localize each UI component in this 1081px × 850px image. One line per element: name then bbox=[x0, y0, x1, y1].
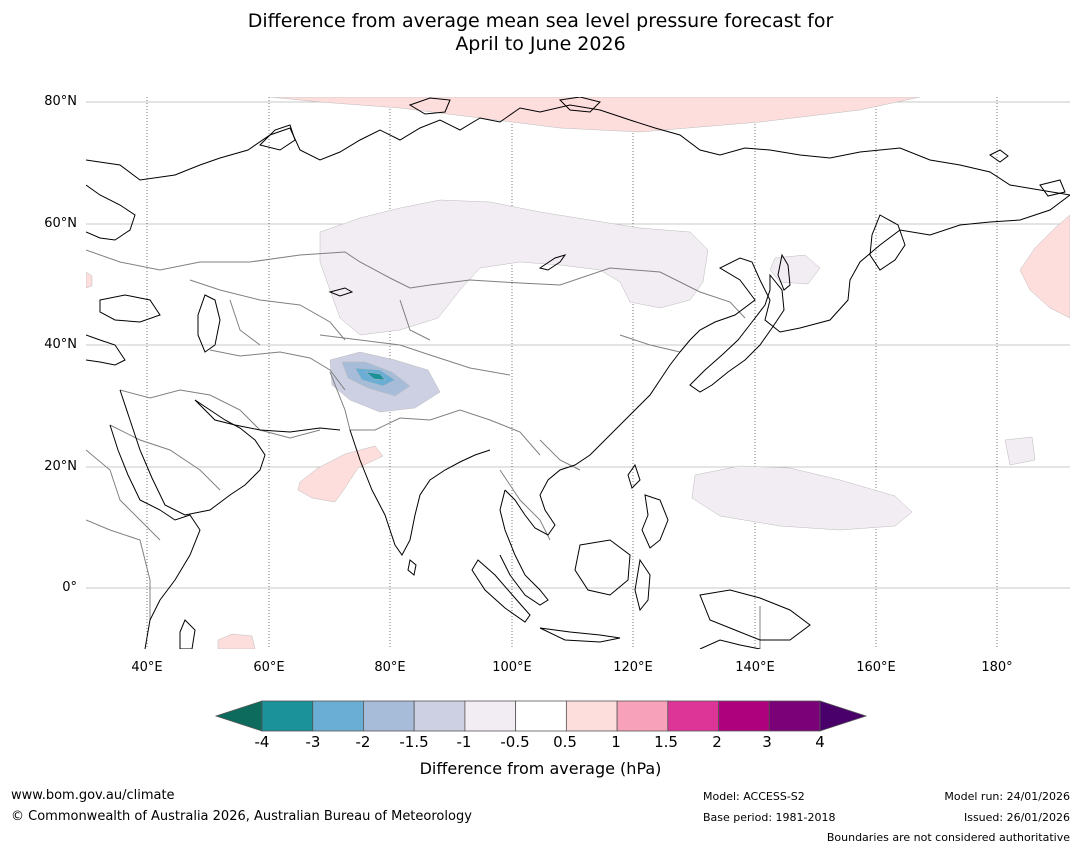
colorbar-tick: -4 bbox=[254, 733, 270, 751]
lat-label-0: 0° bbox=[62, 580, 77, 595]
positive-anomaly-arctic bbox=[269, 97, 921, 133]
colorbar-max-extension bbox=[819, 700, 868, 732]
lat-label-40n: 40°N bbox=[44, 337, 77, 352]
colorbar-tick: -1 bbox=[456, 733, 472, 751]
colorbar-segment bbox=[718, 700, 770, 732]
colorbar-tick: 1.5 bbox=[654, 733, 678, 751]
colorbar-tick: 3 bbox=[762, 733, 772, 751]
model-name: Model: ACCESS-S2 bbox=[703, 790, 805, 803]
colorbar-tick: 0.5 bbox=[553, 733, 577, 751]
lon-label-40e: 40°E bbox=[131, 660, 163, 675]
lat-label-20n: 20°N bbox=[44, 459, 77, 474]
map-title-line2: April to June 2026 bbox=[455, 33, 626, 55]
colorbar-tick: 4 bbox=[815, 733, 825, 751]
colorbar-segment bbox=[616, 700, 669, 732]
colorbar-tick: -3 bbox=[305, 733, 321, 751]
issued-date: Issued: 26/01/2026 bbox=[963, 811, 1070, 824]
negative-anomaly-core bbox=[365, 371, 386, 381]
colorbar-segment bbox=[768, 700, 821, 732]
model-run: Model run: 24/01/2026 bbox=[944, 790, 1070, 803]
colorbar bbox=[214, 700, 868, 732]
colorbar-segment bbox=[363, 700, 415, 732]
colorbar-segment bbox=[464, 700, 517, 732]
lon-label-120e: 120°E bbox=[613, 660, 653, 675]
longitude-gridlines bbox=[146, 97, 998, 649]
lat-label-60n: 60°N bbox=[44, 216, 77, 231]
website-link[interactable]: www.bom.gov.au/climate bbox=[11, 788, 175, 803]
lon-label-100e: 100°E bbox=[492, 660, 532, 675]
map-title-line1: Difference from average mean sea level p… bbox=[247, 10, 834, 32]
lon-label-140e: 140°E bbox=[735, 660, 775, 675]
base-period: Base period: 1981-2018 bbox=[703, 811, 836, 824]
colorbar-tick: -2 bbox=[355, 733, 371, 751]
boundaries-disclaimer: Boundaries are not considered authoritat… bbox=[826, 831, 1070, 844]
negative-anomaly-pacific bbox=[691, 465, 913, 531]
coastlines bbox=[86, 97, 1070, 649]
lon-label-160e: 160°E bbox=[856, 660, 896, 675]
lon-label-60e: 60°E bbox=[253, 660, 285, 675]
colorbar-segment bbox=[515, 700, 567, 732]
copyright-text: © Commonwealth of Australia 2026, Austra… bbox=[11, 809, 472, 824]
colorbar-tick: 1 bbox=[611, 733, 621, 751]
latitude-gridlines bbox=[86, 101, 1070, 589]
anomaly-shading bbox=[86, 97, 1070, 649]
negative-anomaly-okhotsk bbox=[769, 254, 821, 285]
map-title: Difference from average mean sea level p… bbox=[0, 10, 1081, 56]
colorbar-segment bbox=[312, 700, 364, 732]
positive-anomaly-pacific-east bbox=[1019, 214, 1070, 319]
positive-anomaly-west-indian bbox=[217, 633, 256, 649]
colorbar-segment bbox=[667, 700, 719, 732]
colorbar-segment bbox=[413, 700, 466, 732]
colorbar-min-extension bbox=[214, 700, 263, 732]
colorbar-tick: 2 bbox=[712, 733, 722, 751]
negative-anomaly-siberia bbox=[319, 199, 709, 336]
colorbar-segments bbox=[261, 700, 821, 732]
colorbar-segment bbox=[565, 700, 618, 732]
country-borders bbox=[86, 249, 761, 649]
colorbar-tick: -1.5 bbox=[399, 733, 429, 751]
negative-anomaly-central-pacific bbox=[1004, 436, 1036, 466]
colorbar-tick: -0.5 bbox=[500, 733, 530, 751]
lat-label-80n: 80°N bbox=[44, 94, 77, 109]
positive-anomaly-arabian-sea bbox=[297, 445, 384, 503]
colorbar-title: Difference from average (hPa) bbox=[419, 759, 662, 778]
lon-label-180: 180° bbox=[981, 660, 1013, 675]
positive-anomaly-west-edge bbox=[86, 271, 93, 289]
lon-label-80e: 80°E bbox=[374, 660, 406, 675]
colorbar-segment bbox=[261, 700, 314, 732]
